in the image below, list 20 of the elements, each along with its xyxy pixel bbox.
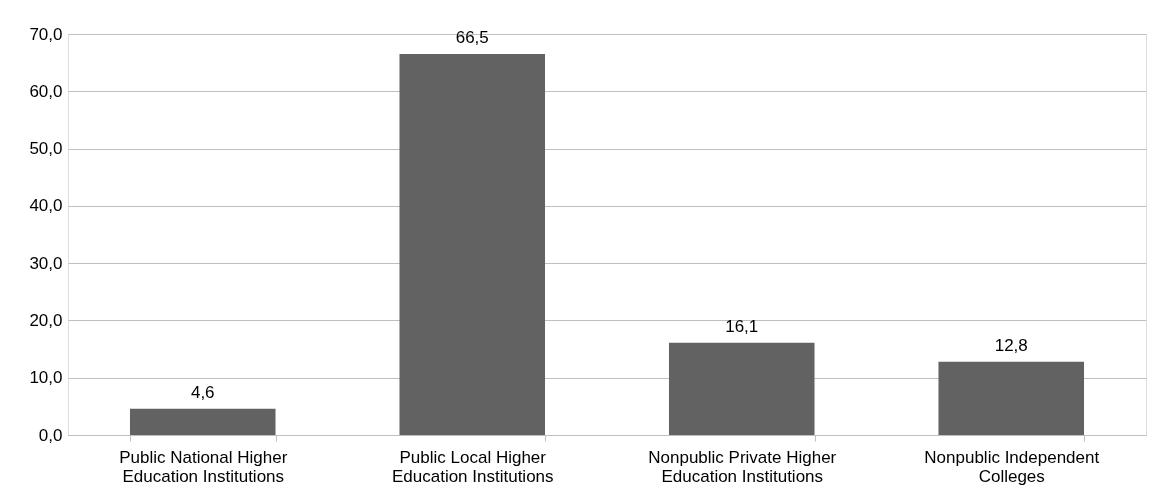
data-label: 4,6	[190, 382, 215, 402]
y-tick-label: 70,0	[29, 24, 63, 44]
y-tick-label: 60,0	[29, 81, 63, 101]
data-label: 12,8	[994, 335, 1028, 355]
bar	[129, 408, 276, 435]
bar	[938, 361, 1085, 435]
y-tick-label: 0,0	[38, 425, 63, 445]
x-tick-label: Public Local Higher Education Institutions	[391, 447, 554, 486]
data-label: 66,5	[455, 28, 489, 48]
y-tick-label: 10,0	[29, 368, 63, 388]
y-tick-label: 50,0	[29, 139, 63, 159]
x-tick-label: Nonpublic Private Higher Education Institutions	[648, 447, 837, 486]
x-tick-label: Public National Higher Education Institutions	[119, 447, 288, 486]
bar	[399, 54, 546, 435]
bar	[668, 342, 815, 435]
y-tick-label: 40,0	[29, 196, 63, 216]
y-tick-label: 30,0	[29, 253, 63, 273]
x-tick-label: Nonpublic Independent Colleges	[924, 447, 1100, 486]
data-label: 16,1	[725, 316, 759, 336]
y-tick-label: 20,0	[29, 310, 63, 330]
